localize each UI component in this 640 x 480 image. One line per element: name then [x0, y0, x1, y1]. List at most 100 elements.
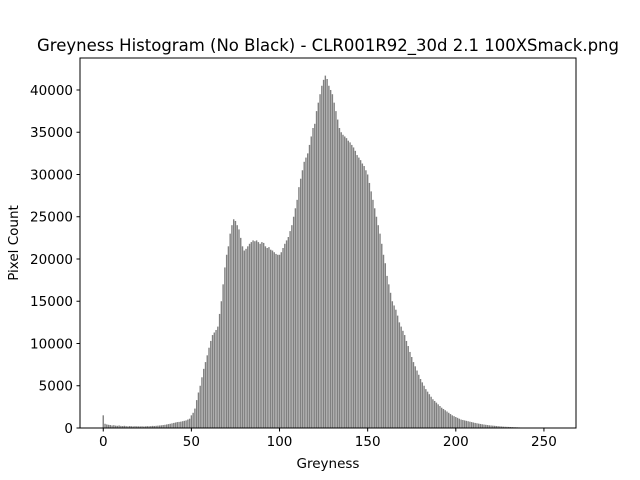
bar: [442, 408, 445, 428]
bar: [241, 246, 244, 428]
bar: [426, 391, 429, 428]
bar: [173, 422, 175, 428]
bar: [409, 351, 411, 428]
bar: [386, 275, 388, 428]
bar: [326, 78, 328, 428]
bar: [229, 233, 231, 428]
bar: [294, 208, 297, 428]
bar: [412, 362, 415, 428]
bar: [273, 252, 275, 428]
bar: [455, 417, 457, 428]
bar: [331, 94, 334, 428]
bar: [282, 248, 284, 428]
bar: [111, 425, 113, 428]
bar: [372, 199, 374, 428]
bar: [248, 243, 251, 428]
bar: [210, 340, 212, 428]
bar: [139, 426, 141, 428]
bar: [435, 402, 438, 428]
bar: [116, 425, 119, 428]
bar: [264, 246, 267, 428]
bar: [245, 248, 247, 428]
bar: [465, 420, 468, 428]
y-tick-label: 25000: [30, 210, 73, 226]
bar: [458, 418, 461, 428]
bar: [314, 123, 316, 428]
bar: [308, 144, 311, 429]
bar: [388, 284, 390, 428]
bar: [384, 263, 386, 428]
bar: [227, 246, 230, 428]
bar: [419, 378, 422, 428]
bar: [407, 346, 409, 428]
y-tick-label: 0: [64, 421, 73, 437]
bar: [160, 425, 163, 428]
bar: [368, 182, 371, 428]
bar: [185, 420, 187, 428]
bar: [374, 208, 376, 428]
bar: [317, 102, 320, 428]
bar: [495, 425, 498, 428]
bar: [259, 243, 261, 428]
bar: [414, 366, 416, 428]
bar: [225, 254, 228, 428]
bar: [123, 425, 126, 428]
bar: [358, 157, 360, 428]
bar: [188, 418, 191, 428]
y-tick-label: 20000: [30, 252, 73, 268]
bar: [492, 425, 494, 428]
bar: [349, 142, 351, 428]
bar: [171, 423, 173, 428]
bar: [137, 426, 140, 428]
bar: [247, 246, 249, 428]
bar: [257, 242, 260, 428]
bar: [506, 426, 508, 428]
x-axis-label: Greyness: [297, 456, 360, 472]
bar: [252, 240, 254, 428]
bar: [215, 329, 217, 428]
bar: [453, 416, 455, 428]
bar: [120, 425, 122, 428]
bar: [486, 425, 489, 428]
bar: [500, 426, 503, 428]
bar: [275, 253, 277, 428]
bar: [287, 237, 290, 428]
bar: [345, 138, 348, 428]
bar: [418, 374, 420, 428]
bar: [400, 326, 402, 428]
bar: [218, 313, 221, 428]
bar: [181, 421, 184, 428]
bar: [437, 404, 439, 428]
bar: [296, 199, 298, 428]
bar: [310, 136, 312, 429]
bar: [423, 385, 425, 428]
bar: [333, 102, 335, 428]
bar: [113, 425, 115, 428]
bar: [164, 424, 166, 428]
bar: [243, 250, 245, 428]
bar: [474, 422, 476, 428]
bar: [504, 426, 506, 428]
bar: [307, 153, 309, 429]
bar: [460, 419, 462, 428]
bar: [284, 243, 286, 428]
bar: [130, 426, 133, 428]
bar: [499, 426, 501, 428]
bar: [114, 425, 117, 428]
bar: [291, 225, 293, 428]
bar: [178, 421, 180, 428]
bar: [488, 425, 490, 428]
bar: [151, 425, 154, 428]
bar: [203, 368, 205, 428]
bar: [201, 377, 203, 428]
bar: [402, 330, 404, 428]
bar: [381, 243, 383, 428]
bar: [428, 394, 431, 428]
bar: [132, 426, 134, 428]
bar: [134, 426, 136, 428]
y-axis-label: Pixel Count: [6, 205, 22, 281]
bar: [285, 240, 288, 428]
bar: [217, 326, 219, 428]
bar: [187, 419, 189, 428]
bar: [370, 191, 372, 428]
